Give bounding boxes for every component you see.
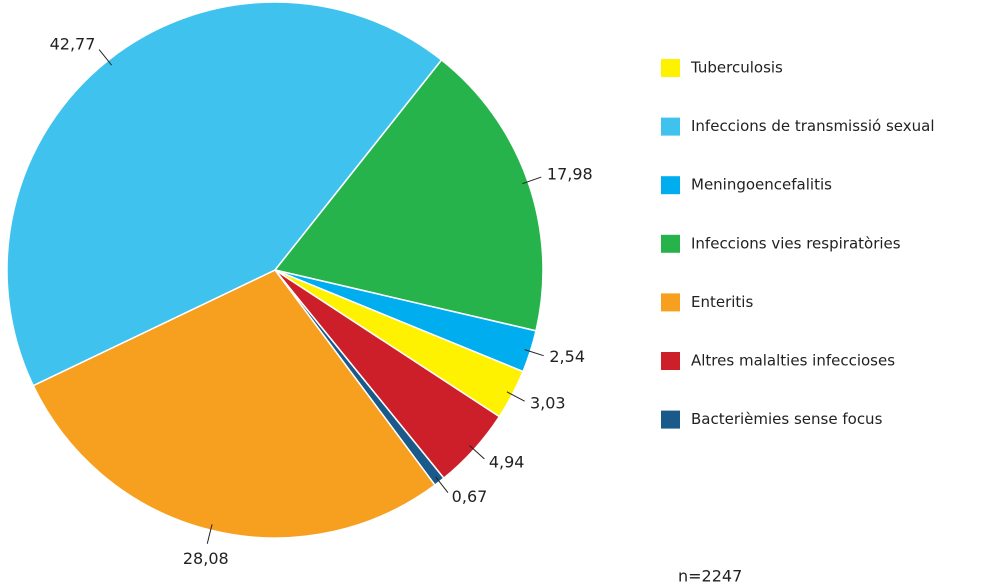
legend-swatch: [661, 176, 680, 195]
legend-label: Tuberculosis: [690, 59, 783, 77]
legend-label: Infeccions vies respiratòries: [691, 234, 901, 252]
legend-swatch: [661, 293, 680, 312]
data-label: 28,08: [183, 549, 229, 568]
leader-line: [435, 476, 449, 494]
leader-line: [506, 391, 525, 402]
sample-size: n=2247: [678, 567, 742, 586]
data-label: 4,94: [489, 452, 525, 471]
data-label: 42,77: [50, 34, 96, 53]
legend-swatch: [661, 117, 680, 136]
legend-label: Altres malalties infeccioses: [691, 352, 895, 370]
legend-swatch: [661, 234, 680, 253]
leader-line: [98, 49, 113, 66]
leader-line: [469, 445, 485, 460]
legend: Tuberculosis Infeccions de transmissió se…: [661, 59, 935, 429]
data-label: 0,67: [452, 487, 488, 506]
data-label: 3,03: [530, 393, 566, 412]
data-label: 2,54: [549, 347, 585, 366]
leader-line: [206, 524, 213, 544]
leader-line: [522, 176, 542, 185]
leader-line: [524, 349, 544, 357]
legend-swatch: [661, 352, 680, 370]
legend-label: Infeccions de transmissió sexual: [691, 117, 935, 135]
legend-swatch: [661, 59, 680, 77]
legend-label: Enteritis: [691, 293, 753, 311]
data-label: 17,98: [547, 165, 593, 184]
legend-label: Bacterièmies sense focus: [691, 410, 883, 428]
legend-swatch: [661, 410, 680, 429]
legend-label: Meningoencefalitis: [691, 176, 832, 194]
